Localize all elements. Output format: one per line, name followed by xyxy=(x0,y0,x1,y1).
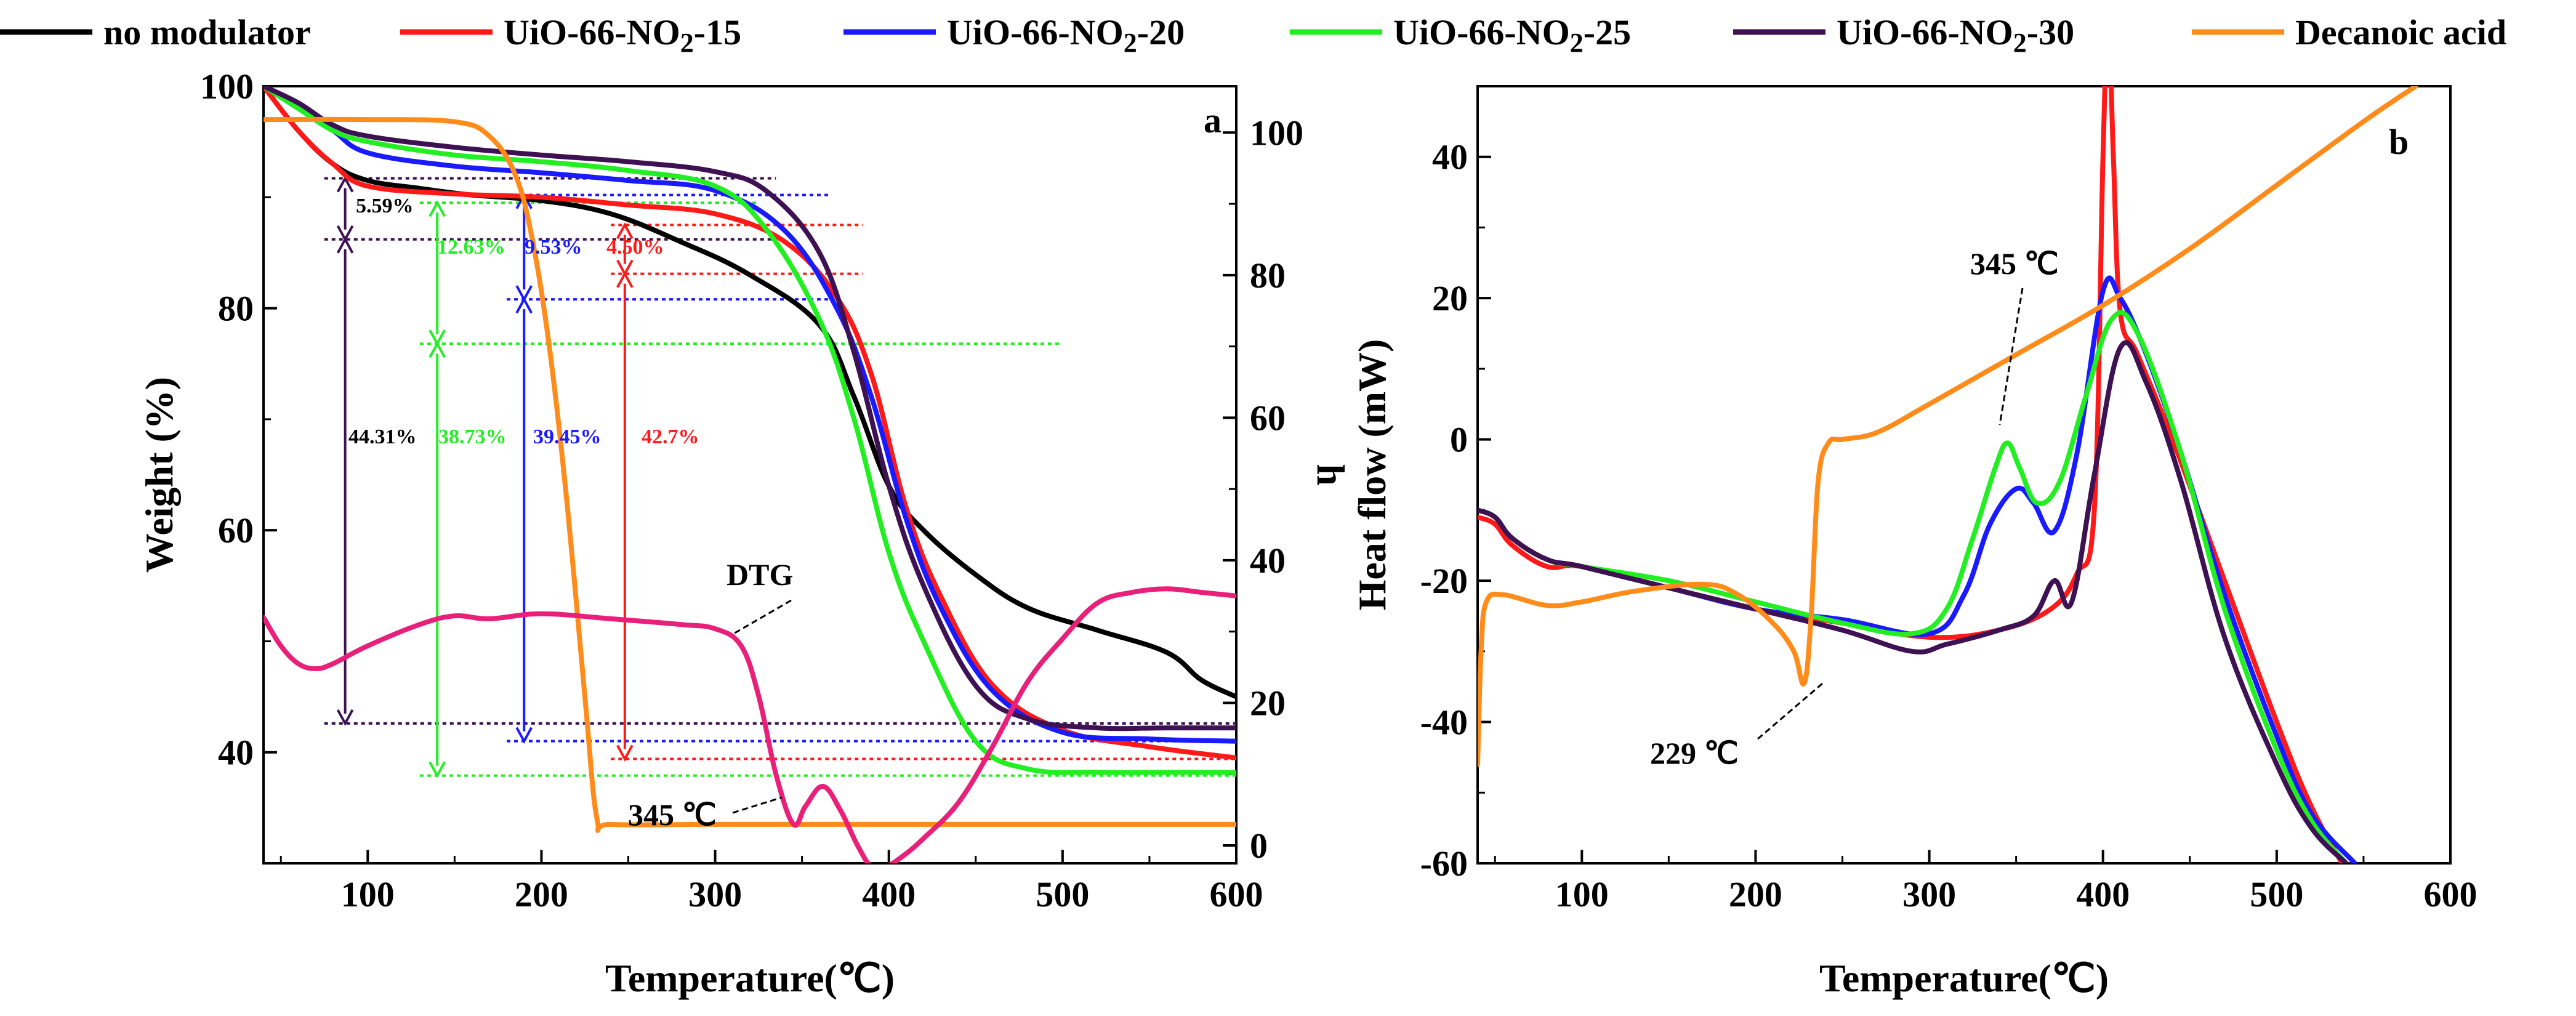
y-tick-label: 60 xyxy=(218,510,254,550)
y-tick-label: -40 xyxy=(1420,703,1468,743)
y-tick-label: 40 xyxy=(1432,137,1468,177)
panel-a-y2label: h xyxy=(1309,464,1353,486)
arrow-head xyxy=(336,709,354,727)
y-tick-label: 40 xyxy=(218,733,254,773)
arrow-head xyxy=(515,296,533,314)
arrow-head xyxy=(429,761,446,778)
y2-tick-label: 0 xyxy=(1250,826,1268,866)
dtg-label: DTG xyxy=(727,557,793,592)
panel-b-series xyxy=(1478,86,2418,863)
y-tick-label: -20 xyxy=(1420,561,1468,601)
loss-label-30-small: 5.59% xyxy=(356,195,414,217)
panel-a-mass-loss-labels: 5.59% 44.31% 12.63% 38.73% 9.53% 39.45% … xyxy=(348,195,699,448)
panel-a-ylabel: Weight (%) xyxy=(137,377,181,573)
peak-arrow-a xyxy=(732,796,783,814)
panel-b-frame xyxy=(1476,85,2452,865)
loss-label-15-large: 42.7% xyxy=(642,425,699,448)
panel-a-series xyxy=(264,86,1236,863)
legend-label: no modulator xyxy=(103,12,311,52)
legend-label: Decanoic acid xyxy=(2295,12,2506,52)
panel-a-series-uio-66-no2-30 xyxy=(264,86,1236,732)
arrow-head xyxy=(616,271,634,288)
panel-b-series-decanoic-acid xyxy=(1478,86,2418,767)
y2-tick-label: 60 xyxy=(1250,398,1286,438)
x-tick-label: 600 xyxy=(2424,874,2477,914)
loss-label-15-small: 4.50% xyxy=(606,236,664,259)
x-tick-label: 400 xyxy=(862,874,916,914)
y2-tick-label: 20 xyxy=(1250,683,1286,723)
panel-b-series-uio-66-no2-15 xyxy=(1478,86,2345,863)
peak-label-b: 345 ℃ xyxy=(1970,246,2059,281)
peak-arrow-b xyxy=(1998,288,2024,425)
loss-label-30-large: 44.31% xyxy=(348,425,417,448)
arrow-head xyxy=(616,222,634,240)
panel-b: 100 200 300 400 500 600 -60 -40 -20 0 20 40 Tempera… xyxy=(1350,85,2477,1000)
y2-tick-label: 80 xyxy=(1250,256,1286,296)
y-tick-label: 0 xyxy=(1450,420,1468,460)
panel-a-mass-loss-guides xyxy=(324,175,1236,778)
onset-arrow-b xyxy=(1757,682,1823,740)
panel-a: 100 200 300 400 500 600 40 60 80 100 0 20 40 60 80100 … xyxy=(137,67,1353,1000)
panel-a-series-uio-66-no2-25 xyxy=(264,86,1236,775)
legend-label: UiO-66-NO2-25 xyxy=(1393,12,1631,58)
loss-label-20-large: 39.45% xyxy=(533,425,602,448)
panel-a-series-uio-66-no2-20 xyxy=(264,86,1236,744)
panel-b-plot-area xyxy=(1478,86,2418,863)
arrow-head xyxy=(515,727,533,744)
panel-a-series-decanoic-acid xyxy=(264,116,1236,833)
x-tick-label: 100 xyxy=(341,874,395,914)
x-tick-label: 200 xyxy=(515,874,568,914)
x-tick-label: 500 xyxy=(2250,874,2303,914)
loss-label-20-small: 9.53% xyxy=(525,236,582,259)
loss-label-25-large: 38.73% xyxy=(438,425,507,448)
x-tick-label: 300 xyxy=(1902,874,1956,914)
panel-a-ticks: 100 200 300 400 500 600 40 60 80 100 0 20 40 60 80 100 xyxy=(200,67,1303,914)
peak-label-a: 345 ℃ xyxy=(628,797,717,832)
loss-label-25-small: 12.63% xyxy=(437,236,505,259)
x-tick-label: 100 xyxy=(1555,874,1609,914)
onset-label-b: 229 ℃ xyxy=(1650,736,1739,770)
x-tick-label: 300 xyxy=(688,874,742,914)
panel-b-series-uio-66-no2-30 xyxy=(1478,340,2349,863)
legend: no modulator UiO-66-NO2-15 UiO-66-NO2-20 Ui… xyxy=(0,12,2506,58)
y2-tick-label: 100 xyxy=(1250,113,1303,153)
y2-tick-label: 40 xyxy=(1250,541,1286,581)
panel-b-xlabel: Temperature(℃) xyxy=(1819,956,2109,1000)
panel-a-series-dtg xyxy=(264,586,1236,863)
y-tick-label: 100 xyxy=(200,67,254,107)
legend-label: UiO-66-NO2-15 xyxy=(504,12,741,58)
dtg-arrow xyxy=(732,599,792,635)
arrow-head xyxy=(336,236,354,254)
x-tick-label: 400 xyxy=(2076,874,2130,914)
panel-a-series-no-modulator xyxy=(264,86,1236,700)
panel-b-ticks: 100 200 300 400 500 600 -60 -40 -20 0 20 40 xyxy=(1420,85,2477,914)
x-tick-label: 200 xyxy=(1729,874,1782,914)
arrow-head xyxy=(429,341,446,358)
x-tick-label: 500 xyxy=(1036,874,1089,914)
panel-a-frame xyxy=(262,85,1238,865)
panel-a-plot-area xyxy=(264,86,1236,863)
arrow-head xyxy=(429,200,446,217)
panel-b-series-uio-66-no2-25 xyxy=(1478,310,2349,863)
panel-a-xlabel: Temperature(℃) xyxy=(605,956,895,1000)
legend-label: UiO-66-NO2-30 xyxy=(1837,12,2074,58)
legend-label: UiO-66-NO2-20 xyxy=(947,12,1185,58)
panel-a-letter: a xyxy=(1204,100,1222,140)
y-tick-label: 20 xyxy=(1432,278,1468,318)
arrow-head xyxy=(616,744,634,762)
panel-b-letter: b xyxy=(2389,122,2409,162)
y-tick-label: 80 xyxy=(218,289,254,329)
y-tick-label: -60 xyxy=(1420,844,1468,884)
x-tick-label: 600 xyxy=(1210,874,1263,914)
panel-b-ylabel: Heat flow (mW) xyxy=(1350,339,1394,611)
